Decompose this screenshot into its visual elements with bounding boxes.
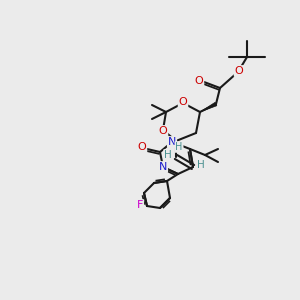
Text: O: O <box>195 76 203 86</box>
Text: O: O <box>138 142 146 152</box>
Text: O: O <box>178 97 188 107</box>
Text: H: H <box>197 160 205 170</box>
Text: F: F <box>137 200 143 210</box>
Text: O: O <box>235 66 243 76</box>
Text: H: H <box>175 142 183 152</box>
Polygon shape <box>200 102 217 112</box>
Text: H: H <box>164 150 172 160</box>
Text: N: N <box>159 162 167 172</box>
Text: N: N <box>168 137 176 147</box>
Text: O: O <box>159 126 167 136</box>
